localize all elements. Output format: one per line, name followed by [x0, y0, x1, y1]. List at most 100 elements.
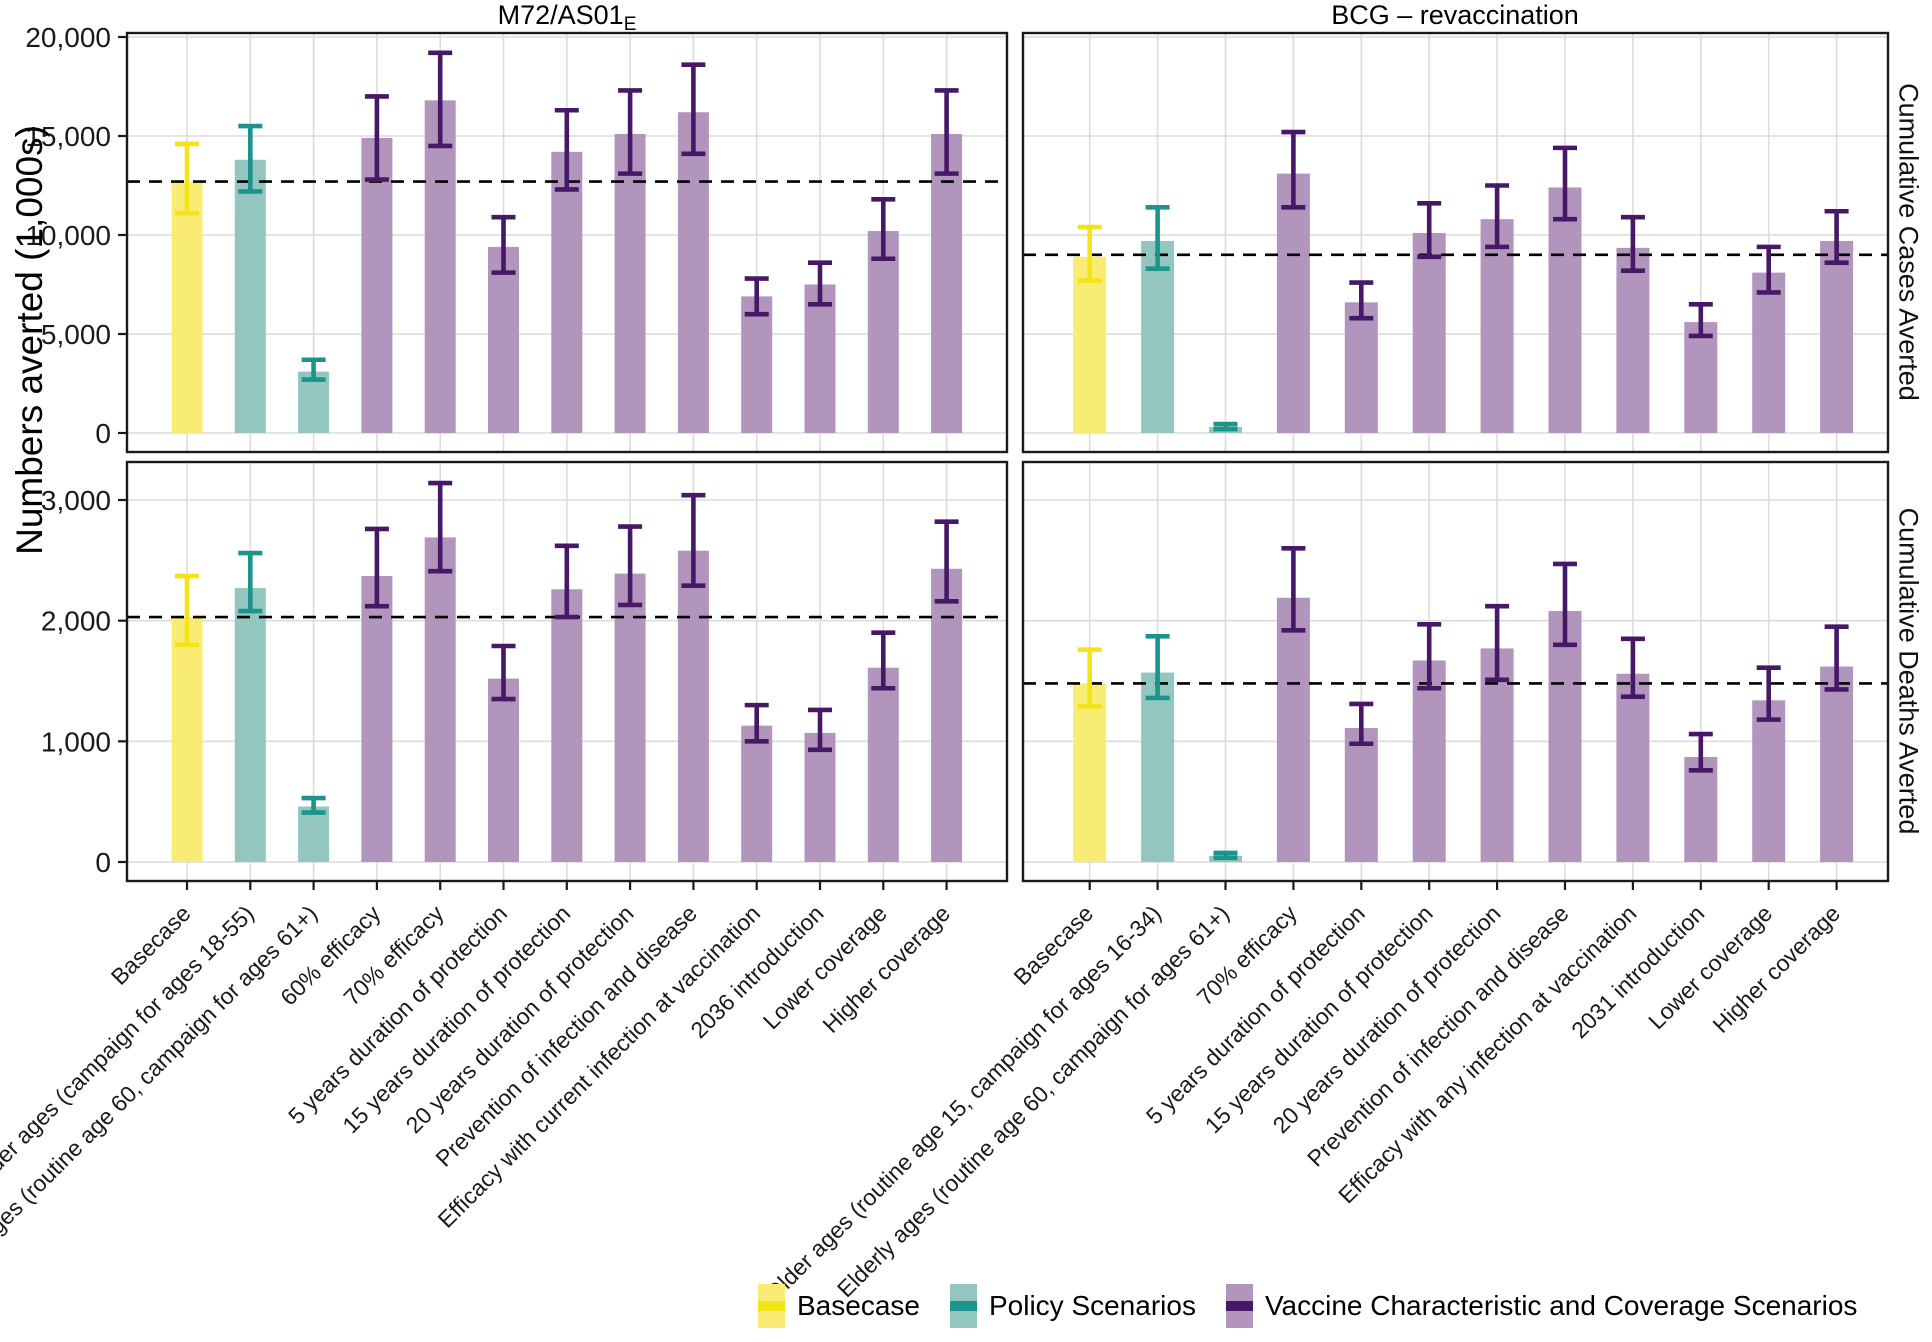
error-bar: [554, 107, 579, 192]
bar: [677, 550, 709, 862]
error-bar: [1417, 621, 1442, 691]
bar: [1820, 240, 1854, 433]
bar: [1752, 700, 1786, 862]
bar: [1073, 683, 1107, 862]
error-bar: [1213, 850, 1238, 861]
error-bar: [1485, 183, 1510, 250]
bar: [804, 284, 836, 433]
y-tick-label: 0: [95, 847, 111, 878]
error-bar: [1688, 301, 1713, 339]
error-bar: [1281, 545, 1306, 633]
y-tick-label: 5,000: [41, 319, 111, 350]
bar: [1616, 247, 1650, 433]
bar: [1548, 187, 1582, 433]
legend: Basecase Policy Scenarios Vaccine Charac…: [758, 1284, 1857, 1328]
y-axis-title: Numbers averted (1,000s): [9, 125, 50, 555]
facet-strip-cases: Cumulative Cases Averted: [1893, 83, 1924, 401]
error-bar: [681, 62, 706, 157]
error-bar: [364, 94, 389, 182]
y-tick-label: 3,000: [41, 485, 111, 516]
category-label: Higher coverage: [1707, 900, 1845, 1038]
bar: [931, 568, 963, 862]
bar: [488, 678, 519, 862]
panel-border: [1021, 460, 1890, 883]
error-bar: [1349, 701, 1374, 747]
y-tick-label: 2,000: [41, 606, 111, 637]
category-label: Older ages (campaign for ages 18-55): [0, 900, 259, 1193]
error-bar: [871, 197, 896, 262]
legend-item-basecase: Basecase: [758, 1284, 920, 1328]
bar: [361, 137, 393, 434]
bar: [1412, 660, 1446, 862]
legend-label-basecase: Basecase: [797, 1290, 920, 1321]
policy-swatch-icon: [949, 1284, 977, 1328]
error-bar: [871, 630, 896, 691]
error-bar: [1077, 647, 1102, 709]
category-label: Lower coverage: [1643, 900, 1777, 1034]
panel-border: [1021, 31, 1890, 454]
bar: [1480, 219, 1514, 433]
error-bar: [744, 702, 769, 744]
error-bar: [428, 480, 453, 574]
error-bar: [1756, 244, 1781, 295]
y-tick-label: 1,000: [41, 726, 111, 757]
bar: [234, 588, 266, 862]
error-bar: [744, 276, 769, 317]
error-bar: [681, 492, 706, 588]
bar: [614, 134, 646, 433]
error-bar: [808, 260, 832, 307]
bar: [1073, 256, 1107, 433]
category-label: 15 years duration of protection: [337, 900, 575, 1138]
error-bar: [934, 88, 959, 176]
error-bar: [1688, 731, 1713, 773]
error-bar: [1553, 145, 1577, 222]
bar: [741, 725, 773, 862]
bar: [614, 573, 646, 862]
bar: [1752, 272, 1786, 433]
basecase-swatch-icon: [758, 1284, 785, 1328]
error-bar: [1213, 421, 1238, 432]
bar: [1344, 728, 1378, 862]
error-bar: [175, 573, 199, 648]
error-bar: [1145, 634, 1170, 701]
y-tick-label: 10,000: [25, 220, 111, 251]
bar: [867, 231, 899, 433]
bar: [1141, 240, 1175, 433]
error-bar: [618, 524, 643, 608]
error-bar: [238, 550, 263, 614]
facet-title-m72-subscript: E: [623, 14, 637, 36]
error-bar: [301, 357, 326, 382]
legend-item-policy: Policy Scenarios: [949, 1284, 1196, 1328]
error-bar: [1620, 636, 1645, 699]
bar: [804, 732, 836, 862]
bar: [1548, 611, 1582, 862]
error-bar: [1620, 214, 1645, 273]
bar: [677, 112, 709, 434]
error-bar: [1077, 224, 1102, 283]
error-bar: [1417, 201, 1442, 260]
facet-title-m72: M72/AS01E: [498, 0, 637, 36]
bar: [488, 246, 519, 433]
y-tick-label: 20,000: [25, 22, 111, 53]
error-bar: [1824, 624, 1849, 692]
bar: [1276, 597, 1310, 862]
bar: [551, 151, 583, 433]
bar: [1684, 757, 1718, 862]
bar: [1412, 233, 1446, 433]
y-tick-label: 0: [95, 418, 111, 449]
error-bar: [1145, 204, 1170, 271]
legend-label-policy: Policy Scenarios: [988, 1290, 1196, 1321]
error-bar: [934, 519, 959, 604]
bar: [1820, 666, 1854, 862]
bar: [1616, 673, 1650, 862]
error-bar: [1281, 129, 1306, 210]
error-bar: [808, 707, 832, 753]
bar: [424, 100, 456, 434]
bar: [1684, 322, 1718, 433]
error-bar: [238, 123, 263, 194]
bar: [298, 371, 330, 433]
error-bar: [1824, 208, 1849, 266]
bar: [234, 159, 266, 433]
facet-strip-deaths: Cumulative Deaths Averted: [1893, 507, 1924, 835]
